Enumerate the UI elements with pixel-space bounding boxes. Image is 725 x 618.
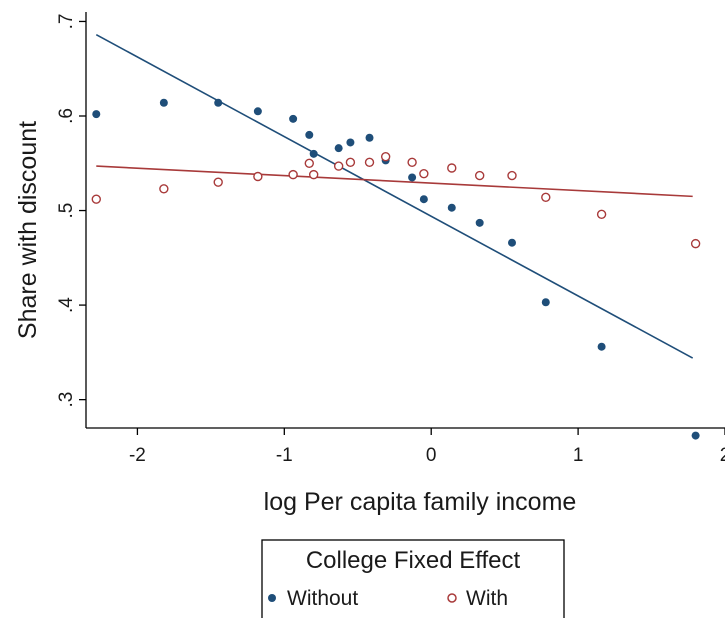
point-without [334,144,343,153]
point-with [253,171,263,182]
x-axis-title: log Per capita family income [264,488,577,516]
point-with [304,158,314,168]
x-tick-label: 0 [426,445,437,466]
point-with [91,194,101,204]
point-without [691,431,700,440]
point-without [253,107,262,116]
point-with [345,157,356,168]
x-tick-label: 2 [720,445,725,466]
y-axis-title: Share with discount [14,121,42,339]
point-with [213,177,223,187]
point-without [346,138,355,147]
point-with [308,169,319,180]
legend-label-without: Without [287,587,358,610]
point-without [447,203,456,212]
y-axis-ticks: .3 .4 .5 .6 .7 [56,14,86,408]
point-without [508,238,516,247]
x-tick-label: 1 [573,445,584,466]
point-without [289,114,298,123]
point-without [597,342,606,351]
data-points [91,98,701,440]
point-with [507,170,517,181]
fit-line-with [96,165,693,198]
y-tick-label: .7 [56,14,77,30]
point-without [365,133,374,142]
fit-lines [95,33,694,359]
fit-line-without [95,33,694,359]
legend-marker-without [268,594,276,602]
point-with [447,163,457,173]
point-with [419,168,429,179]
point-without [541,298,550,307]
y-tick-label: .3 [56,392,77,408]
point-without [159,98,168,107]
point-without [309,149,318,158]
x-tick-label: -1 [276,445,293,466]
point-without [475,218,484,227]
point-with [474,170,485,181]
point-with [541,192,551,203]
point-with [407,157,417,168]
point-with [690,238,701,249]
plot-frame [85,12,725,429]
point-without [419,195,428,204]
point-without [408,173,417,182]
legend-title: College Fixed Effect [306,547,521,574]
point-with [380,151,391,162]
point-with [596,209,607,220]
point-with [333,161,344,171]
legend: College Fixed Effect Without With [261,539,565,618]
point-without [214,98,223,107]
x-axis-ticks: -2 -1 0 1 2 [129,428,725,466]
x-tick-label: -2 [129,445,146,466]
y-tick-label: .6 [56,108,77,124]
point-with [159,184,169,194]
point-with [364,157,375,168]
y-tick-label: .4 [56,297,77,313]
legend-marker-with [447,593,457,603]
point-without [305,130,314,139]
legend-label-with: With [466,587,508,610]
y-tick-label: .5 [56,203,77,219]
legend-box [261,539,565,618]
point-with [288,169,298,180]
point-without [92,110,101,119]
